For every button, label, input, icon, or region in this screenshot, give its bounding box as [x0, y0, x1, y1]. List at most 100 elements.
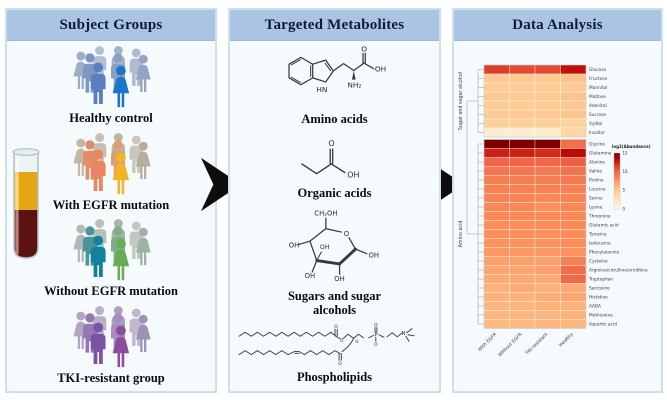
- heatmap-cell: [483, 100, 510, 111]
- heatmap-cell: [534, 265, 561, 275]
- heatmap-cell: [483, 202, 510, 212]
- heatmap-cell: [560, 139, 587, 149]
- heatmap-cell: [534, 109, 561, 120]
- svg-text:OH: OH: [374, 64, 385, 73]
- heatmap-cell: [483, 139, 510, 149]
- heatmap-row-label: Tyrosine: [588, 232, 607, 238]
- heatmap-cell: [560, 118, 587, 129]
- metabolite-label: Amino acids: [301, 111, 368, 126]
- heatmap-row-label: Serine: [589, 196, 603, 202]
- heatmap-row-label: Arginine/citrulline/ornithine: [589, 268, 648, 274]
- heatmap-cell: [560, 265, 587, 275]
- group-with-egfr-mutation: With EGFR mutation: [53, 132, 169, 213]
- svg-text:O: O: [374, 342, 378, 348]
- heatmap-row-label: Inositol: [589, 130, 605, 136]
- heatmap-block-border: [483, 64, 587, 138]
- heatmap-cell: [534, 238, 561, 248]
- heatmap-cell: [534, 82, 561, 93]
- heatmap-cell: [560, 238, 587, 248]
- heatmap-cell: [560, 202, 587, 212]
- heatmap-cell: [560, 82, 587, 93]
- metabolite-organic-acids: O OH Organic acids: [270, 132, 400, 201]
- heatmap-cell: [483, 166, 510, 176]
- heatmap-cell: [534, 193, 561, 203]
- heatmap-cell: [509, 292, 536, 302]
- panel-subject-groups: Subject Groups Healthy control With EGFR…: [5, 8, 217, 393]
- subject-groups-body: Healthy control With EGFR mutation Witho…: [7, 40, 215, 391]
- metabolite-amino-acids: HN NH₂ O OH Amino acids: [260, 46, 410, 127]
- people-icon-without-egfr-mutation: [73, 219, 151, 281]
- svg-text:O: O: [374, 323, 378, 329]
- heatmap-cell: [534, 157, 561, 167]
- heatmap-cell: [483, 148, 510, 158]
- heatmap-column-label: TKI-resistant: [524, 332, 549, 357]
- heatmap-cell: [509, 211, 536, 221]
- svg-text:O: O: [338, 361, 342, 367]
- metabolite-sugars: O CH₂OH OH OH OH OH OH Sugars and sugar …: [270, 207, 400, 318]
- heatmap-row-label: Phenylalanine: [589, 250, 620, 256]
- heatmap-cell: [560, 127, 587, 138]
- people-icon-tki-resistant: [73, 305, 151, 367]
- panel-data-analysis: Data Analysis Glucose Fructose Mannitol Mal…: [452, 8, 663, 393]
- heatmap-row-label: Cysteine: [589, 259, 608, 265]
- heatmap-row-label: Histidine: [589, 295, 608, 301]
- arrow-right-icon: [201, 157, 241, 212]
- heatmap-cell: [534, 139, 561, 149]
- heatmap-cell: [560, 109, 587, 120]
- heatmap-row-label: Methionine: [589, 313, 613, 319]
- heatmap-cell: [534, 283, 561, 293]
- svg-text:O: O: [339, 338, 343, 344]
- group-healthy-control: Healthy control: [55, 45, 167, 126]
- heatmap-row-label: Isoleucine: [589, 241, 611, 247]
- heatmap-row-label: Maltose: [589, 94, 606, 100]
- legend-title: log2(Abundance): [612, 144, 651, 149]
- heatmap-cell: [483, 193, 510, 203]
- heatmap-cell: [560, 100, 587, 111]
- heatmap-cell: [509, 157, 536, 167]
- heatmap-cell: [483, 109, 510, 120]
- heatmap-cell: [483, 265, 510, 275]
- heatmap-cell: [483, 184, 510, 194]
- svg-text:O: O: [328, 140, 334, 149]
- heatmap-cell: [509, 166, 536, 176]
- heatmap-cell: [560, 292, 587, 302]
- subject-groups-title: Subject Groups: [59, 16, 163, 33]
- heatmap-cell: [560, 274, 587, 284]
- heatmap-cell: [534, 148, 561, 158]
- heatmap-cell: [509, 100, 536, 111]
- heatmap-cell: [509, 283, 536, 293]
- heatmap-cell: [509, 229, 536, 239]
- metabolite-phospholipids: O O O O P O N⁺ H Phospholipids: [237, 323, 433, 385]
- heatmap-cell: [483, 274, 510, 284]
- svg-text:OH: OH: [288, 241, 299, 249]
- metabolite-label: Sugars and sugar alcohols: [287, 289, 382, 317]
- heatmap-cell: [560, 301, 587, 311]
- legend-tick-label: 10: [623, 169, 629, 174]
- heatmap-row-label: Alanine: [589, 160, 605, 166]
- subject-groups-header: Subject Groups: [7, 10, 215, 41]
- heatmap-cell: [509, 274, 536, 284]
- data-analysis-title: Data Analysis: [512, 16, 603, 33]
- heatmap-cell: [534, 118, 561, 129]
- heatmap-cell: [483, 283, 510, 293]
- legend-tick-label: 0: [623, 206, 626, 211]
- svg-text:OH: OH: [319, 244, 329, 251]
- svg-text:OH: OH: [334, 275, 345, 283]
- heatmap-row-label: Tryptophan: [588, 277, 613, 283]
- svg-text:OH: OH: [304, 272, 315, 280]
- legend-gradient-bar: [613, 152, 621, 210]
- heatmap-cell: [534, 202, 561, 212]
- heatmap-cell: [560, 211, 587, 221]
- svg-text:P: P: [374, 333, 377, 339]
- heatmap-cell: [509, 184, 536, 194]
- heatmap-cell: [560, 193, 587, 203]
- svg-text:O: O: [343, 230, 348, 238]
- heatmap-cell: [534, 127, 561, 138]
- group-tki-resistant: TKI-resistant group: [55, 305, 167, 386]
- heatmap-row-label: Valine: [589, 169, 602, 175]
- heatmap-cell: [560, 319, 587, 329]
- heatmap-cell: [483, 118, 510, 129]
- heatmap-cell: [509, 310, 536, 320]
- heatmap-cell: [560, 310, 587, 320]
- metabolite-heatmap: Glucose Fructose Mannitol Maltose Adonitol Su…: [458, 64, 651, 358]
